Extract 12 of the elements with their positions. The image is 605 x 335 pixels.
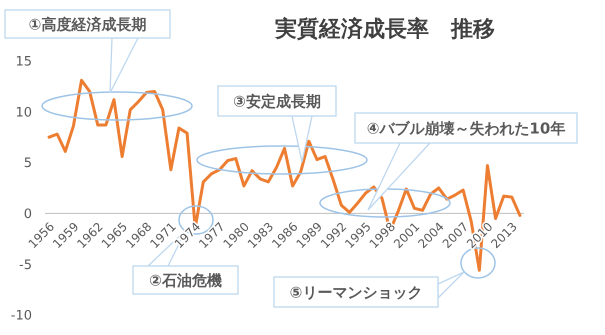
annotation: ③安定成長期: [233, 92, 321, 110]
y-tick-label: 15: [15, 54, 32, 70]
annotation: ⑤リーマンショック: [290, 283, 422, 302]
annotation: ②石油危機: [149, 271, 222, 290]
chart-title: 実質経済成長率 推移: [274, 16, 495, 42]
text: ①高度経済成長期: [28, 15, 146, 34]
annotation: ④バブル崩壊～失われた10年: [366, 119, 566, 138]
y-tick-label: 10: [15, 105, 32, 120]
y-tick-label: -5: [19, 258, 32, 273]
y-tick-label: 5: [24, 156, 32, 172]
y-tick-label: -10: [10, 308, 32, 324]
y-tick-label: 0: [24, 206, 32, 222]
